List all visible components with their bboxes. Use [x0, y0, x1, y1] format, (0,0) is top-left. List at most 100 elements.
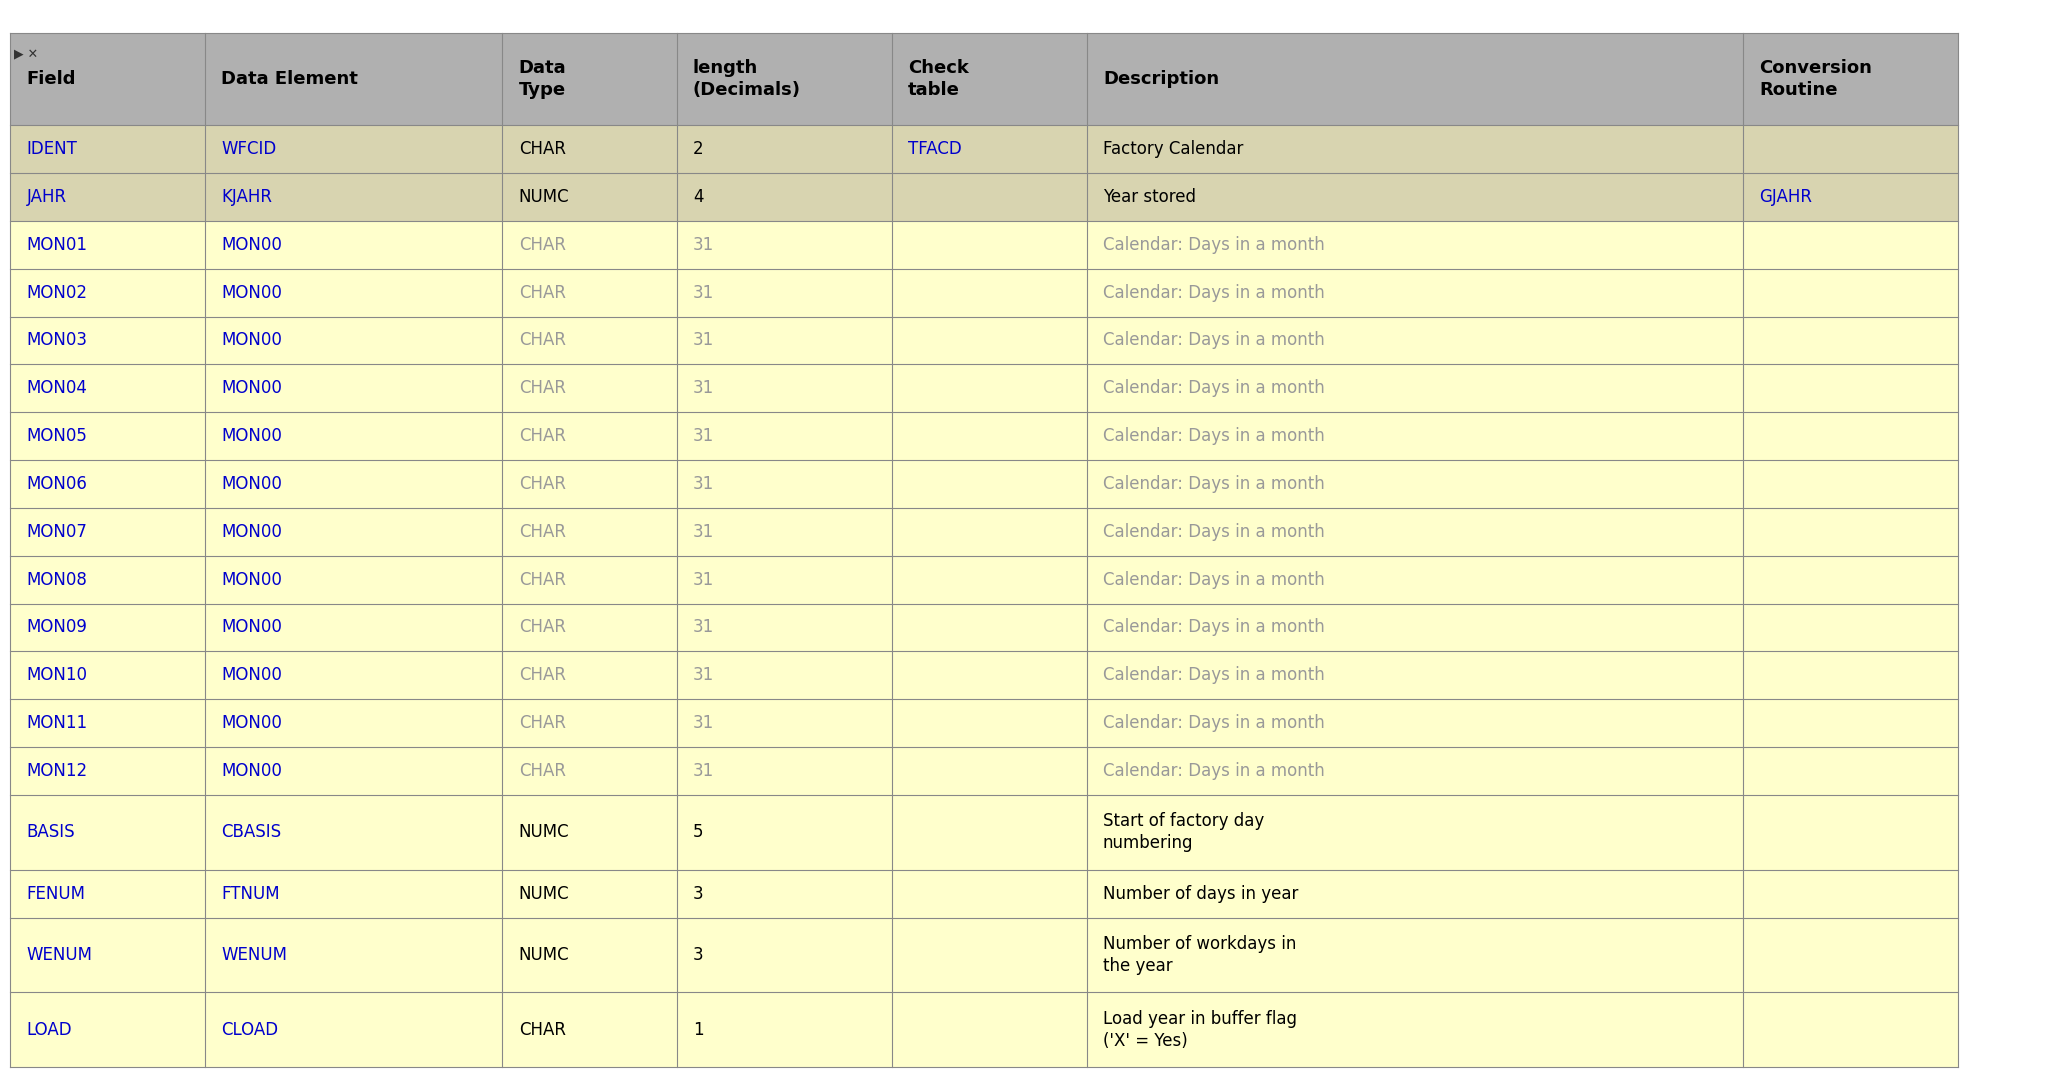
Bar	[205, 33, 502, 125]
Bar	[892, 317, 1086, 365]
Bar	[1742, 365, 1958, 413]
Text: Calendar: Days in a month: Calendar: Days in a month	[1103, 331, 1324, 350]
Bar	[676, 795, 892, 870]
Bar	[502, 365, 676, 413]
Bar	[676, 125, 892, 173]
Text: TFACD: TFACD	[908, 140, 961, 158]
Bar	[205, 365, 502, 413]
Text: Calendar: Days in a month: Calendar: Days in a month	[1103, 762, 1324, 780]
Text: Year stored: Year stored	[1103, 188, 1195, 206]
Bar	[676, 651, 892, 699]
Bar	[676, 317, 892, 365]
Bar	[892, 603, 1086, 651]
Bar	[205, 992, 502, 1067]
Bar	[205, 699, 502, 747]
Bar	[1086, 651, 1742, 699]
Text: Number of days in year: Number of days in year	[1103, 884, 1298, 903]
Bar	[205, 413, 502, 460]
Bar	[502, 269, 676, 317]
Text: MON00: MON00	[221, 379, 283, 397]
Text: CHAR: CHAR	[519, 762, 566, 780]
Text: GJAHR: GJAHR	[1759, 188, 1812, 206]
Text: CHAR: CHAR	[519, 140, 566, 158]
Bar	[502, 33, 676, 125]
Text: MON00: MON00	[221, 427, 283, 445]
Text: NUMC: NUMC	[519, 188, 570, 206]
Bar	[502, 173, 676, 221]
Bar	[502, 870, 676, 918]
Text: MON06: MON06	[27, 475, 88, 493]
Bar	[1742, 125, 1958, 173]
Bar	[676, 173, 892, 221]
Bar	[10, 747, 205, 795]
Bar	[676, 555, 892, 603]
Bar	[502, 507, 676, 555]
Text: Number of workdays in
the year: Number of workdays in the year	[1103, 934, 1296, 975]
Text: Start of factory day
numbering: Start of factory day numbering	[1103, 812, 1265, 853]
Text: 2: 2	[693, 140, 703, 158]
Text: 31: 31	[693, 619, 713, 636]
Text: MON00: MON00	[221, 475, 283, 493]
Bar	[10, 870, 205, 918]
Bar	[10, 173, 205, 221]
Bar	[205, 918, 502, 992]
Text: CHAR: CHAR	[519, 475, 566, 493]
Bar	[1086, 992, 1742, 1067]
Text: CHAR: CHAR	[519, 331, 566, 350]
Text: MON11: MON11	[27, 714, 88, 732]
Text: Check
table: Check table	[908, 59, 970, 99]
Text: MON00: MON00	[221, 714, 283, 732]
Bar	[205, 269, 502, 317]
Text: MON05: MON05	[27, 427, 88, 445]
Bar	[1742, 173, 1958, 221]
Bar	[10, 992, 205, 1067]
Bar	[10, 699, 205, 747]
Bar	[1742, 795, 1958, 870]
Text: Field: Field	[27, 70, 76, 88]
Bar	[205, 173, 502, 221]
Bar	[1086, 413, 1742, 460]
Bar	[502, 795, 676, 870]
Text: 31: 31	[693, 714, 713, 732]
Text: LOAD: LOAD	[27, 1020, 72, 1039]
Bar	[1086, 747, 1742, 795]
Bar	[892, 555, 1086, 603]
Bar	[502, 460, 676, 507]
Text: Description: Description	[1103, 70, 1220, 88]
Bar	[676, 699, 892, 747]
Text: MON04: MON04	[27, 379, 88, 397]
Text: 4: 4	[693, 188, 703, 206]
Text: FENUM: FENUM	[27, 884, 86, 903]
Text: NUMC: NUMC	[519, 884, 570, 903]
Text: CHAR: CHAR	[519, 379, 566, 397]
Bar	[1742, 651, 1958, 699]
Bar	[205, 870, 502, 918]
Bar	[10, 221, 205, 269]
Bar	[205, 317, 502, 365]
Text: MON08: MON08	[27, 571, 88, 588]
Text: Calendar: Days in a month: Calendar: Days in a month	[1103, 523, 1324, 541]
Bar	[1086, 699, 1742, 747]
Text: MON01: MON01	[27, 236, 88, 254]
Text: length
(Decimals): length (Decimals)	[693, 59, 802, 99]
Text: Calendar: Days in a month: Calendar: Days in a month	[1103, 379, 1324, 397]
Text: CHAR: CHAR	[519, 714, 566, 732]
Bar	[676, 460, 892, 507]
Text: MON00: MON00	[221, 236, 283, 254]
Text: Calendar: Days in a month: Calendar: Days in a month	[1103, 714, 1324, 732]
Bar	[1742, 747, 1958, 795]
Bar	[502, 699, 676, 747]
Bar	[676, 870, 892, 918]
Bar	[892, 507, 1086, 555]
Bar	[1742, 460, 1958, 507]
Bar	[10, 460, 205, 507]
Bar	[205, 795, 502, 870]
Text: MON00: MON00	[221, 331, 283, 350]
Bar	[892, 365, 1086, 413]
Bar	[10, 795, 205, 870]
Bar	[1742, 507, 1958, 555]
Text: Calendar: Days in a month: Calendar: Days in a month	[1103, 283, 1324, 302]
Text: MON02: MON02	[27, 283, 88, 302]
Text: Data Element: Data Element	[221, 70, 359, 88]
Bar	[676, 33, 892, 125]
